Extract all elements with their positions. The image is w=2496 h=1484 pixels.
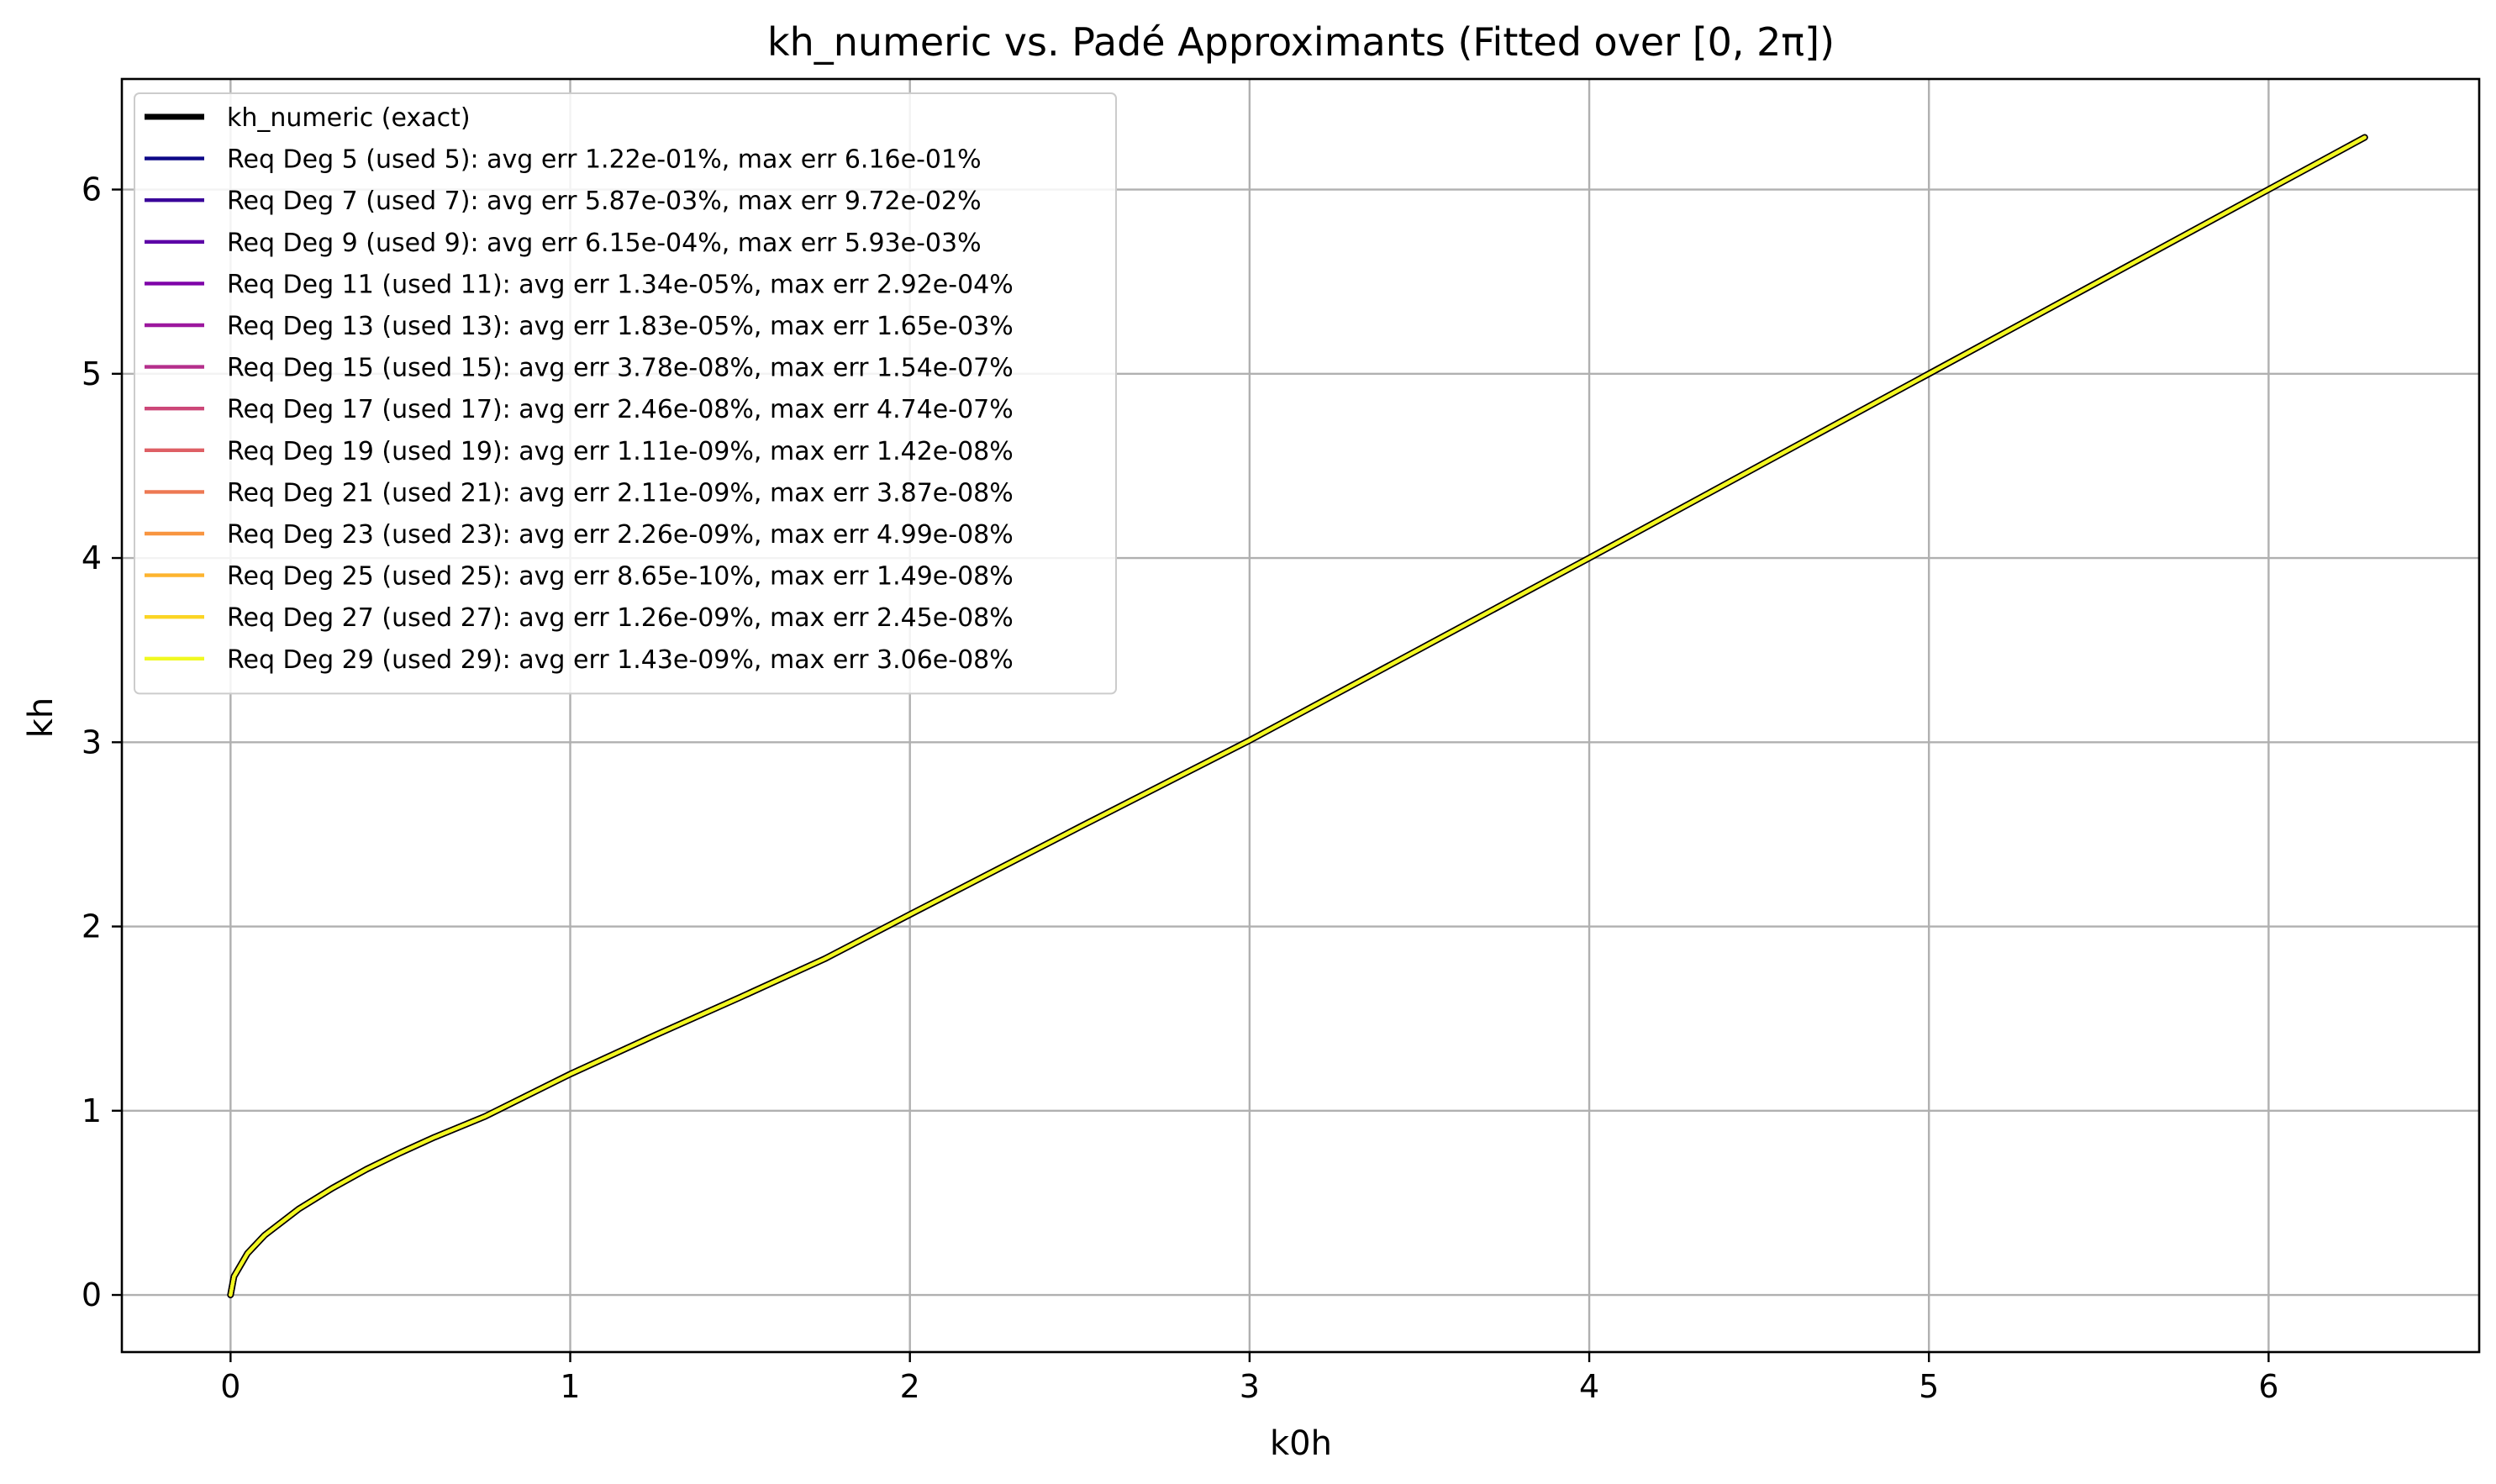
plot-frame bbox=[120, 77, 2481, 1354]
x-tick-label: 6 bbox=[2258, 1368, 2278, 1405]
legend-entry-label: Req Deg 23 (used 23): avg err 2.26e-09%,… bbox=[227, 520, 1014, 550]
legend-entry-label: Req Deg 19 (used 19): avg err 1.11e-09%,… bbox=[227, 437, 1014, 466]
legend: kh_numeric (exact) Req Deg 5 (used 5): av… bbox=[134, 92, 1117, 695]
x-tick-label: 4 bbox=[1579, 1368, 1599, 1405]
y-tick-label: 4 bbox=[82, 539, 102, 576]
y-tick-label: 6 bbox=[82, 171, 102, 208]
legend-entry-label: Req Deg 29 (used 29): avg err 1.43e-09%,… bbox=[227, 645, 1014, 675]
series-line-deg-13 bbox=[229, 135, 2367, 1297]
y-axis-label: kh bbox=[22, 697, 61, 739]
legend-entry-label: Req Deg 21 (used 21): avg err 2.11e-09%,… bbox=[227, 478, 1014, 508]
axis-ticks: 0 1 2 3 4 5 6 0 1 2 3 4 5 6 bbox=[82, 171, 2279, 1405]
legend-box bbox=[134, 92, 1117, 695]
y-tick-label: 2 bbox=[82, 908, 102, 945]
y-tick-label: 0 bbox=[82, 1276, 102, 1313]
legend-entry-label: Req Deg 11 (used 11): avg err 1.34e-05%,… bbox=[227, 270, 1014, 299]
legend-entry-label: Req Deg 25 (used 25): avg err 8.65e-10%,… bbox=[227, 562, 1014, 592]
x-tick-label: 5 bbox=[1919, 1368, 1939, 1405]
y-tick-label: 5 bbox=[82, 355, 102, 392]
legend-entry-label: Req Deg 9 (used 9): avg err 6.15e-04%, m… bbox=[227, 229, 982, 258]
legend-entry-label: Req Deg 17 (used 17): avg err 2.46e-08%,… bbox=[227, 395, 1014, 424]
legend-entry-label: Req Deg 15 (used 15): avg err 3.78e-08%,… bbox=[227, 354, 1014, 383]
x-tick-label: 3 bbox=[1240, 1368, 1260, 1405]
legend-entry-label: Req Deg 5 (used 5): avg err 1.22e-01%, m… bbox=[227, 145, 982, 175]
chart-title: kh_numeric vs. Padé Approximants (Fitted… bbox=[767, 19, 1835, 65]
series-lines bbox=[227, 134, 2368, 1298]
legend-entry-label: Req Deg 7 (used 7): avg err 5.87e-03%, m… bbox=[227, 187, 982, 216]
x-axis-label: k0h bbox=[1270, 1424, 1332, 1463]
x-tick-label: 0 bbox=[220, 1368, 240, 1405]
legend-entry-label: Req Deg 13 (used 13): avg err 1.83e-05%,… bbox=[227, 312, 1014, 341]
x-tick-label: 2 bbox=[900, 1368, 920, 1405]
y-tick-label: 1 bbox=[82, 1092, 102, 1129]
x-tick-label: 1 bbox=[560, 1368, 580, 1405]
legend-entry-label: kh_numeric (exact) bbox=[227, 103, 471, 133]
y-tick-label: 3 bbox=[82, 724, 102, 760]
legend-entry-label: Req Deg 27 (used 27): avg err 1.26e-09%,… bbox=[227, 603, 1014, 633]
